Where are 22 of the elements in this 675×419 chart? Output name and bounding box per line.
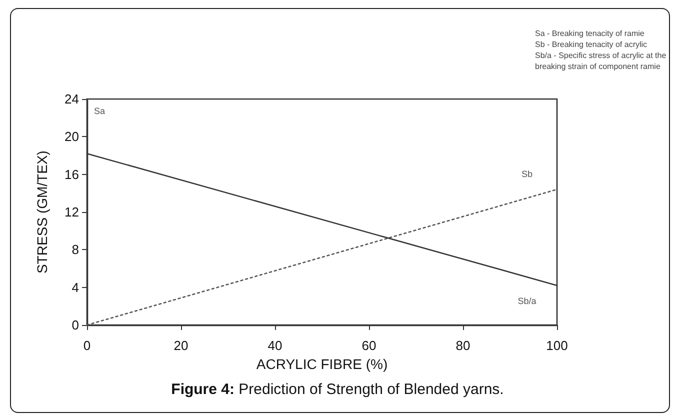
y-tick-label: 0 (72, 318, 79, 332)
series-label: Sa (94, 106, 106, 116)
y-tick-label: 16 (64, 166, 79, 182)
y-axis-title: STRESS (GM/TEX) (34, 150, 50, 274)
text: Sa - Breaking tenacity of ramie (535, 28, 646, 39)
text: Sb/a - Specific stress of acrylic at the breaking strain of component ramie (535, 50, 668, 72)
y-tick-label: 4 (72, 280, 79, 295)
x-tick-label: 100 (546, 338, 568, 353)
x-tick-label: 60 (362, 338, 376, 353)
x-tick-label: 20 (174, 338, 188, 353)
x-axis-title: ACRYLIC FIBRE (%) (256, 356, 388, 372)
x-tick-label: 40 (268, 338, 282, 353)
x-tick-label: 0 (83, 338, 91, 353)
series-label: Sb (521, 168, 533, 179)
y-tick-label: 24 (64, 92, 79, 106)
series-label: Sb/a (518, 296, 536, 306)
y-tick-label: 12 (64, 204, 79, 220)
text: Figure 4: Prediction of Strength of Blended yarns. (170, 381, 505, 398)
x-tick-label: 80 (456, 338, 470, 353)
y-tick-label: 20 (64, 129, 79, 144)
y-tick-label: 8 (72, 242, 79, 258)
text: Sb - Breaking tenacity of acrylic (535, 39, 648, 50)
